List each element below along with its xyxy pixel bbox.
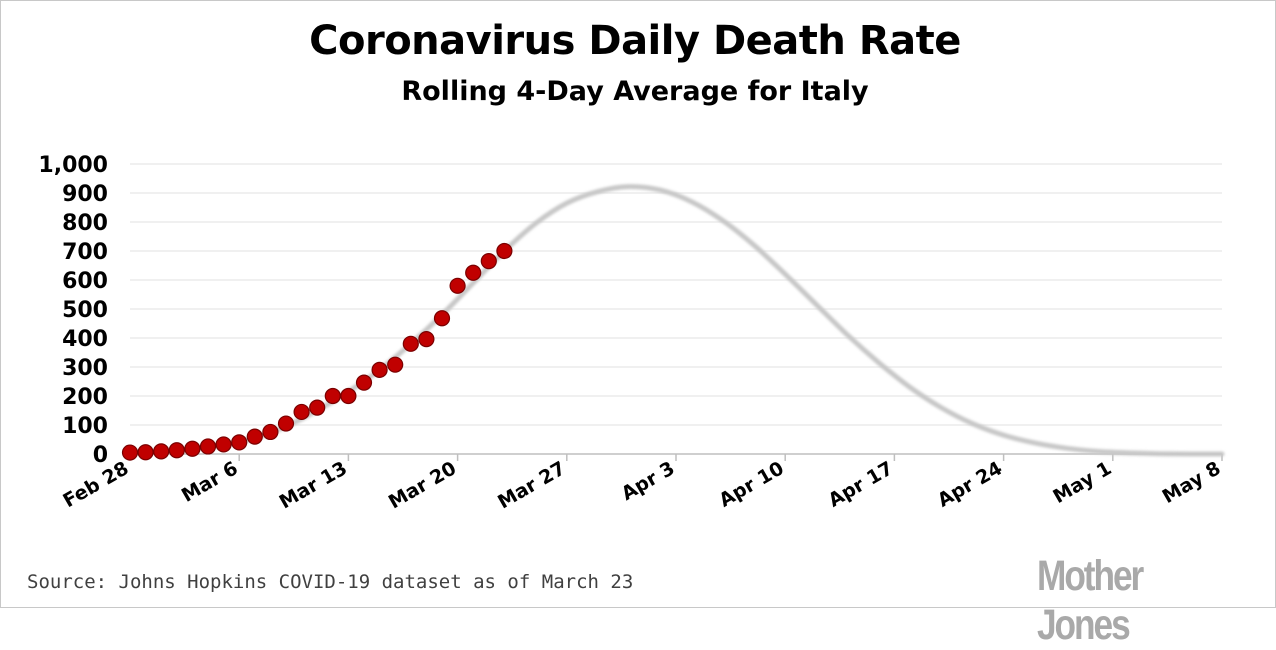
x-tick-label: Mar 20 [385,457,460,513]
data-point [153,443,170,460]
y-tick-label: 300 [62,356,108,381]
y-tick-label: 100 [62,414,108,439]
y-tick-label: 800 [62,211,108,236]
data-point [418,331,435,348]
y-tick-label: 900 [62,182,108,207]
x-tick-label: May 8 [1159,457,1225,508]
data-point [355,374,373,391]
brand-logo: Mother Jones [1037,552,1144,649]
data-point [387,356,404,373]
y-tick-label: 500 [62,298,108,323]
data-point [246,428,263,445]
data-point [137,444,154,461]
data-point [465,264,482,281]
data-point [496,242,513,260]
x-tick-label: Apr 3 [618,457,679,505]
chart-frame [0,0,1276,608]
data-point [449,277,466,294]
x-tick-label: Apr 17 [825,457,897,511]
data-point [215,436,232,453]
chart-subtitle: Rolling 4-Day Average for Italy [401,76,869,107]
data-point [324,387,341,405]
data-point [184,440,201,457]
x-tick-label: Apr 10 [715,457,787,511]
y-tick-label: 400 [62,327,108,352]
y-tick-label: 600 [62,269,108,294]
y-tick-label: 1,000 [38,153,108,178]
data-point [199,438,217,455]
x-tick-label: Apr 24 [934,457,1006,511]
x-tick-label: May 1 [1049,457,1115,508]
data-point [262,423,279,441]
data-point [168,442,185,459]
data-point [293,403,310,421]
x-tick-label: Mar 13 [276,457,351,513]
y-tick-label: 200 [62,385,108,410]
x-tick-label: Mar 27 [494,457,569,513]
data-point [480,253,497,270]
data-point [371,361,388,378]
x-tick-label: Mar 6 [178,457,242,507]
y-tick-label: 0 [93,443,108,468]
data-point [402,335,419,352]
data-point [433,310,451,327]
chart-title: Coronavirus Daily Death Rate [309,18,961,64]
data-point [277,415,295,432]
data-point [309,399,326,416]
data-point [121,444,139,461]
data-point [231,434,248,451]
data-point [340,387,357,405]
y-tick-label: 700 [62,240,108,265]
source-note: Source: Johns Hopkins COVID-19 dataset a… [27,571,634,593]
